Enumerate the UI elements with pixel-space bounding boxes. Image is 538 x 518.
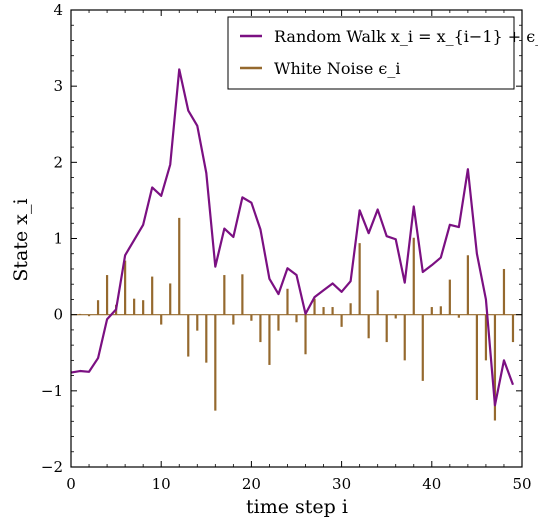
random-walk-line [70, 68, 515, 407]
y-tick-label: −2 [41, 458, 63, 476]
legend-random-walk-label: Random Walk x_i = x_{i−1} + ϵ_i [274, 27, 538, 46]
x-tick-label: 20 [242, 475, 261, 493]
y-axis-label: State x_i [10, 198, 32, 281]
x-tick-label: 50 [512, 475, 531, 493]
y-tick-label: 4 [53, 1, 63, 19]
x-tick-label: 30 [332, 475, 351, 493]
y-axis-label-text: State x_i [10, 198, 32, 281]
x-axis-label: time step i [246, 496, 348, 518]
y-tick-label: 1 [53, 230, 63, 248]
legend-white-noise-label: White Noise ϵ_i [274, 59, 400, 78]
legend: Random Walk x_i = x_{i−1} + ϵ_i White No… [227, 16, 538, 90]
x-tick-label: 10 [152, 475, 171, 493]
x-tick-label: 40 [422, 475, 441, 493]
x-axis-label-text: time step i [246, 496, 348, 518]
y-tick-label: −1 [41, 382, 63, 400]
legend-white-noise-text: White Noise ϵ_i [274, 59, 400, 78]
axis-ticks: 0 10 20 30 40 50 −2 −1 0 1 2 3 4 [41, 1, 532, 493]
legend-box [227, 16, 515, 90]
y-tick-label: 3 [53, 77, 63, 95]
legend-random-walk-text: Random Walk x_i = x_{i−1} + ϵ_i [274, 27, 538, 46]
y-tick-label: 2 [53, 153, 63, 171]
x-tick-label: 0 [66, 475, 76, 493]
white-noise-stems [78, 217, 515, 421]
y-tick-label: 0 [53, 306, 63, 324]
